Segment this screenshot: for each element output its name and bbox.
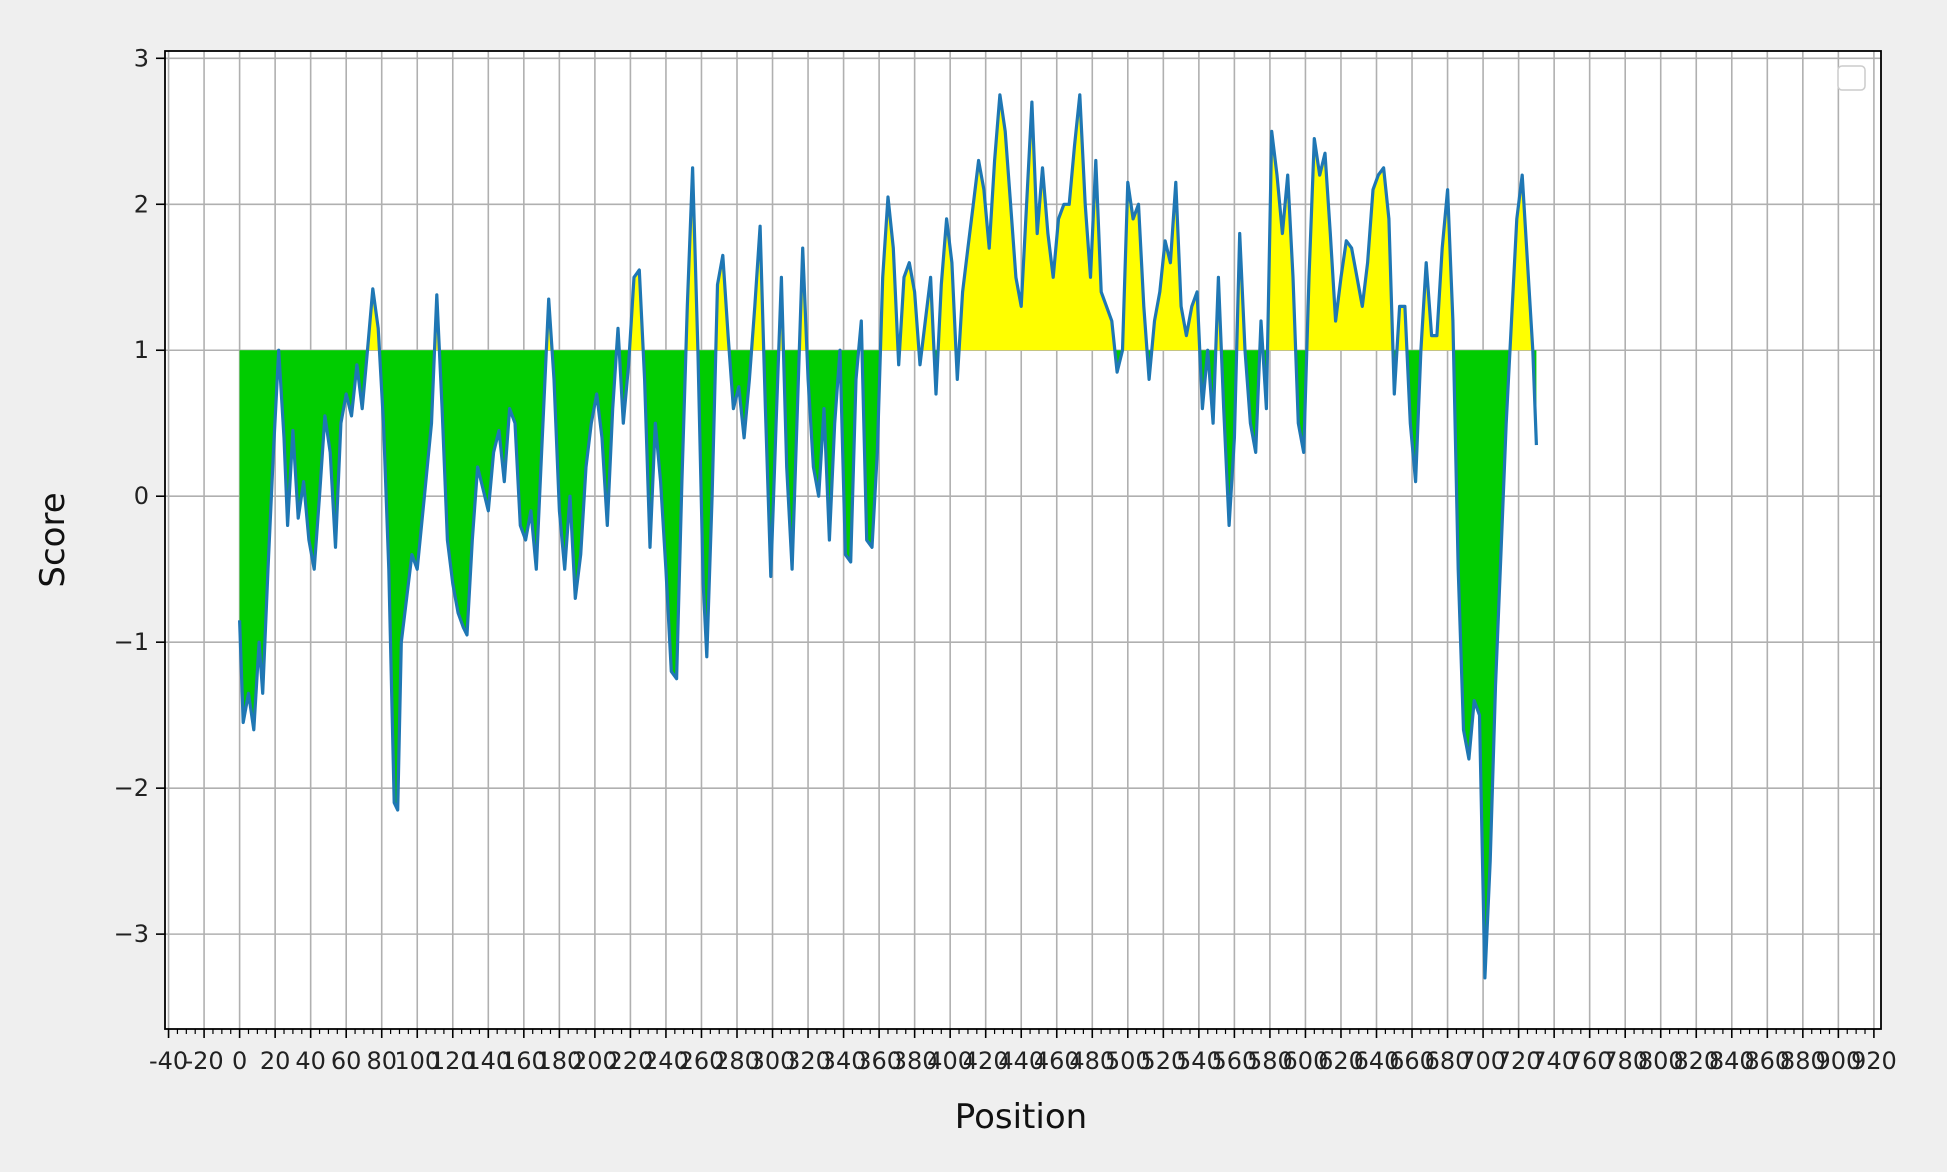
- x-tick-label: 660: [1389, 1047, 1435, 1075]
- y-tick-label: 0: [134, 482, 149, 510]
- y-tick-label: −2: [114, 774, 149, 802]
- x-tick-label: 120: [430, 1047, 476, 1075]
- x-tick-label: 620: [1318, 1047, 1364, 1075]
- x-tick-label: 500: [1105, 1047, 1151, 1075]
- x-tick-label: 440: [998, 1047, 1044, 1075]
- x-tick-label: 140: [465, 1047, 511, 1075]
- x-tick-label: 240: [643, 1047, 689, 1075]
- legend-box: [1837, 65, 1866, 91]
- x-tick-label: 280: [714, 1047, 760, 1075]
- x-tick-label: 800: [1638, 1047, 1684, 1075]
- x-tick-label: 0: [232, 1047, 247, 1075]
- x-tick-label: 540: [1176, 1047, 1222, 1075]
- fill-above-baseline: [1510, 175, 1533, 351]
- x-tick-label: -20: [184, 1047, 223, 1075]
- x-tick-label: 480: [1069, 1047, 1115, 1075]
- fill-below-baseline: [763, 350, 779, 577]
- x-tick-label: 340: [821, 1047, 867, 1075]
- fill-below-baseline: [1453, 350, 1510, 978]
- fill-above-baseline: [1151, 182, 1200, 351]
- x-tick-label: 360: [856, 1047, 902, 1075]
- fill-below-baseline: [806, 350, 840, 540]
- x-tick-label: 580: [1247, 1047, 1293, 1075]
- x-tick-label: 560: [1211, 1047, 1257, 1075]
- grid: [165, 51, 1881, 1029]
- series-layer: [238, 93, 1538, 980]
- fill-below-baseline: [697, 350, 716, 657]
- x-tick-label: 600: [1283, 1047, 1329, 1075]
- x-tick-label: 80: [366, 1047, 397, 1075]
- x-tick-label: 380: [892, 1047, 938, 1075]
- x-tick-label: 60: [331, 1047, 362, 1075]
- fill-above-baseline: [1306, 138, 1393, 351]
- x-tick-label: 100: [394, 1047, 440, 1075]
- fill-above-baseline: [938, 218, 956, 351]
- x-tick-label: 900: [1815, 1047, 1861, 1075]
- x-tick-label: 840: [1709, 1047, 1755, 1075]
- x-tick-label: 200: [572, 1047, 618, 1075]
- x-tick-label: 160: [501, 1047, 547, 1075]
- fill-below-baseline: [783, 350, 800, 570]
- series-line: [238, 93, 1538, 980]
- y-axis: −3 −2 −1 0 1 2 3: [114, 44, 165, 948]
- fill-below-baseline: [439, 350, 547, 635]
- x-tick-label: 300: [750, 1047, 796, 1075]
- x-tick-label: 920: [1851, 1047, 1897, 1075]
- x-axis-label: Position: [955, 1097, 1087, 1137]
- x-tick-label: 640: [1354, 1047, 1400, 1075]
- x-tick-label: 860: [1744, 1047, 1790, 1075]
- fill-above-baseline: [880, 197, 898, 351]
- x-tick-label: 820: [1673, 1047, 1719, 1075]
- fill-below-baseline: [1221, 350, 1237, 526]
- x-axis: -40-20 0 20 40 60 801001201401601802002202402…: [149, 1029, 1897, 1075]
- x-tick-label: -40: [149, 1047, 188, 1075]
- x-tick-label: 780: [1602, 1047, 1648, 1075]
- x-tick-label: 720: [1496, 1047, 1542, 1075]
- y-tick-label: −3: [114, 920, 149, 948]
- fill-above-baseline: [1122, 182, 1147, 351]
- x-tick-label: 880: [1780, 1047, 1826, 1075]
- x-tick-label: 760: [1567, 1047, 1613, 1075]
- x-tick-label: 320: [785, 1047, 831, 1075]
- x-tick-label: 700: [1460, 1047, 1506, 1075]
- x-tick-label: 260: [679, 1047, 725, 1075]
- y-tick-label: 3: [134, 44, 149, 72]
- y-tick-label: −1: [114, 628, 149, 656]
- x-tick-label: 740: [1531, 1047, 1577, 1075]
- y-axis-label: Score: [33, 492, 73, 587]
- y-tick-label: 2: [134, 190, 149, 218]
- x-tick-label: 180: [536, 1047, 582, 1075]
- x-tick-label: 420: [963, 1047, 1009, 1075]
- x-tick-label: 220: [608, 1047, 654, 1075]
- x-tick-label: 520: [1140, 1047, 1186, 1075]
- fill-below-baseline: [239, 350, 279, 730]
- x-tick-label: 40: [295, 1047, 326, 1075]
- x-tick-label: 20: [260, 1047, 291, 1075]
- fill-above-baseline: [1267, 131, 1296, 351]
- fill-below-baseline: [278, 350, 368, 570]
- fill-below-baseline: [1406, 350, 1421, 482]
- fill-above-baseline: [367, 288, 380, 351]
- plot-frame: [164, 50, 1882, 1030]
- plot-area: [165, 51, 1881, 1029]
- x-tick-label: 460: [1034, 1047, 1080, 1075]
- fill-above-baseline: [959, 94, 1115, 351]
- x-tick-label: 400: [927, 1047, 973, 1075]
- x-tick-label: 680: [1425, 1047, 1471, 1075]
- y-tick-label: 1: [134, 336, 149, 364]
